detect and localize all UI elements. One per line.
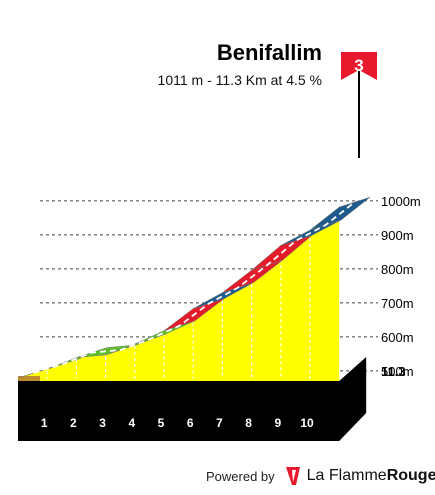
climb-title: Benifallim <box>216 40 322 65</box>
gradient-label: 4.7 <box>200 391 217 405</box>
km-tick-label: 5 <box>158 416 165 430</box>
climb-subtitle: 1011 m - 11.3 Km at 4.5 % <box>157 72 322 88</box>
km-tick-label: 4 <box>128 416 135 430</box>
km-tick-label: 3 <box>99 416 106 430</box>
km-tick-label: 6 <box>187 416 194 430</box>
gradient-label: 6.6 <box>230 391 247 405</box>
brand-name-bold: Rouge <box>386 467 435 484</box>
km-tick-label: 10 <box>300 416 314 430</box>
elevation-tick-label: 700m <box>381 296 414 311</box>
climb-flag <box>341 52 377 80</box>
flame-logo-icon <box>285 467 300 485</box>
km-tick-label: 9 <box>274 416 281 430</box>
gradient-label: 3.4 <box>54 391 71 405</box>
elevation-tick-label: 600m <box>381 330 414 345</box>
profile-base-slab <box>18 357 367 441</box>
gradient-label: 7.3 <box>259 391 276 405</box>
elevation-tick-label: 1000m <box>381 194 421 209</box>
brand-name-light: La Flamme <box>306 467 387 484</box>
powered-by-label: Powered by <box>206 468 275 484</box>
gradient-label: 0.8 <box>84 391 101 405</box>
km-tick-label: 7 <box>216 416 223 430</box>
road-centre-line <box>33 201 356 374</box>
elevation-tick-label: 900m <box>381 228 414 243</box>
elevation-tick-label: 800m <box>381 262 414 277</box>
gradient-label: 3.2 <box>113 391 130 405</box>
gradient-label: 3.9 <box>142 391 159 405</box>
gradient-label: 4.5 <box>288 391 305 405</box>
gradient-label: 2.6 <box>25 391 42 405</box>
gradient-label: 5.2 <box>317 391 334 405</box>
climb-number: 3 <box>354 56 363 75</box>
brand-name: La FlammeRouge <box>307 467 435 485</box>
km-tick-label: 8 <box>245 416 252 430</box>
profile-wall <box>18 207 340 381</box>
total-distance-label: 11.3 <box>381 364 406 379</box>
km-tick-label: 1 <box>41 416 48 430</box>
gradient-label: 6.5 <box>171 391 188 405</box>
footer-attribution: Powered by La FlammeRouge <box>206 466 435 486</box>
km-tick-label: 2 <box>70 416 77 430</box>
elevation-tick-label: 500m <box>381 364 414 379</box>
